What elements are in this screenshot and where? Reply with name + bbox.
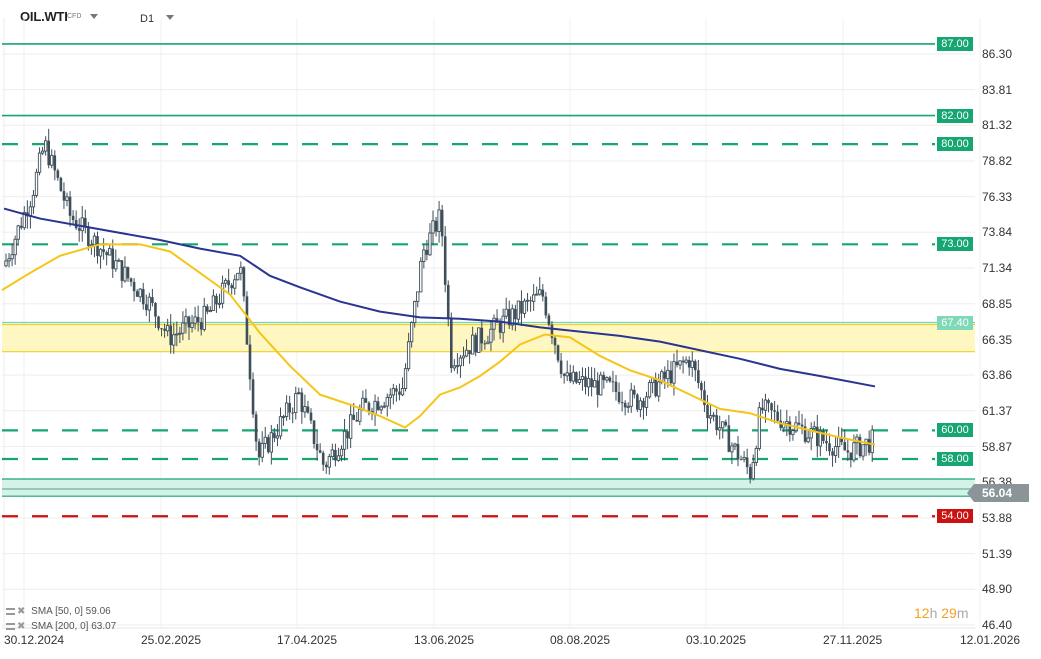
- price-axis-label: 73.84: [982, 225, 1013, 240]
- candles: [4, 128, 874, 484]
- price-axis-label: 51.39: [982, 546, 1013, 561]
- indicator-name: SMA: [31, 606, 53, 617]
- date-axis-label: 17.04.2025: [277, 633, 338, 647]
- level-tag[interactable]: 80.00: [937, 137, 973, 152]
- settings-icon[interactable]: [6, 622, 15, 630]
- price-axis-label: 46.40: [982, 618, 1013, 632]
- price-axis-label: 78.82: [982, 154, 1013, 169]
- price-axis-label: 83.81: [982, 82, 1013, 97]
- close-icon[interactable]: ✖: [17, 621, 26, 632]
- symbol-dropdown-icon[interactable]: [90, 14, 98, 19]
- indicator-params: [200, 0]: [55, 621, 89, 632]
- price-axis-label: 81.32: [982, 118, 1013, 133]
- level-tag[interactable]: 87.00: [937, 36, 973, 51]
- date-axis-label: 27.11.2025: [823, 633, 883, 647]
- sma-line: [3, 207, 876, 388]
- timer-hours: 12: [914, 605, 930, 621]
- indicator-value: 59.06: [85, 606, 111, 617]
- indicator-params: [50, 0]: [55, 606, 83, 617]
- sma-line: [1, 243, 876, 446]
- zone-tag[interactable]: 67.40: [937, 316, 973, 331]
- close-icon[interactable]: ✖: [17, 606, 26, 617]
- candle-countdown: 12h 29m: [914, 605, 969, 621]
- date-axis-label: 03.10.2025: [686, 633, 747, 647]
- level-tag[interactable]: 58.00: [937, 451, 973, 466]
- price-axis-label: 61.37: [982, 403, 1013, 418]
- date-axis-label: 08.08.2025: [550, 633, 611, 647]
- timer-minutes: 29: [941, 605, 957, 621]
- level-tag[interactable]: 60.00: [937, 423, 973, 438]
- price-axis-label: 68.85: [982, 296, 1013, 311]
- settings-icon[interactable]: [6, 607, 15, 615]
- symbol-name[interactable]: OIL.WTI: [20, 9, 68, 24]
- timer-hours-unit: h: [929, 605, 938, 621]
- legend-sma-50[interactable]: ✖ SMA [50, 0] 59.06: [6, 606, 111, 617]
- current-price-tag: 56.04: [967, 484, 1029, 502]
- price-axis-label: 58.87: [982, 439, 1013, 454]
- price-axis-label: 53.88: [982, 510, 1013, 525]
- resistance-zone: [2, 324, 975, 352]
- support-zone: [2, 479, 975, 497]
- price-axis-label: 48.90: [982, 582, 1013, 597]
- legend-sma-200[interactable]: ✖ SMA [200, 0] 63.07: [6, 621, 116, 632]
- price-axis-label: 76.33: [982, 189, 1013, 204]
- indicator-name: SMA: [31, 621, 53, 632]
- level-tag[interactable]: 73.00: [937, 237, 973, 252]
- date-axis-label: 13.06.2025: [414, 633, 475, 647]
- price-axis-label: 63.86: [982, 368, 1013, 383]
- chart-header: OIL.WTI CFD D1: [0, 0, 1041, 30]
- current-price-value: 56.04: [982, 486, 1013, 500]
- timeframe-dropdown-icon[interactable]: [166, 15, 174, 20]
- price-axis-label: 66.35: [982, 332, 1013, 347]
- indicator-value: 63.07: [91, 621, 117, 632]
- date-axis-label: 12.01.2026: [960, 633, 1021, 647]
- symbol-type: CFD: [67, 13, 82, 20]
- level-tag[interactable]: 54.00: [937, 509, 973, 524]
- timer-minutes-unit: m: [956, 605, 969, 621]
- timeframe-select[interactable]: D1: [140, 13, 155, 25]
- price-axis-label: 86.30: [982, 47, 1013, 61]
- date-axis-label: 30.12.2024: [4, 633, 65, 647]
- date-axis-label: 25.02.2025: [141, 633, 202, 647]
- level-tag[interactable]: 82.00: [937, 108, 973, 123]
- price-axis-label: 71.34: [982, 261, 1013, 276]
